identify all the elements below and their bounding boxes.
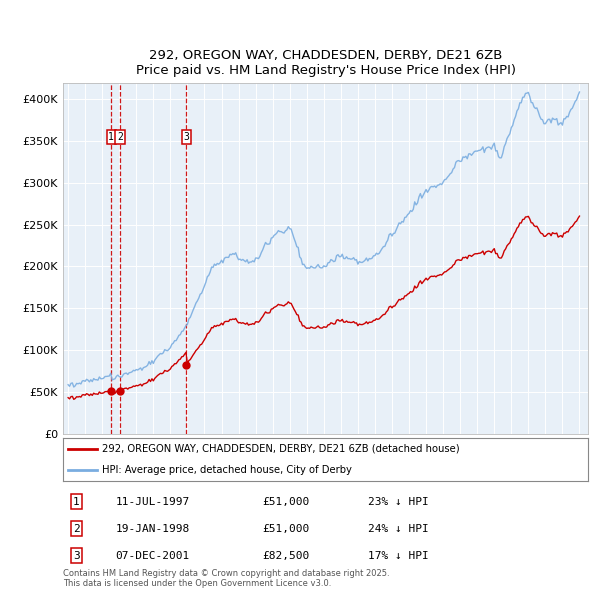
Text: 3: 3 bbox=[73, 550, 79, 560]
Text: 24% ↓ HPI: 24% ↓ HPI bbox=[367, 523, 428, 533]
Text: £82,500: £82,500 bbox=[263, 550, 310, 560]
Text: Contains HM Land Registry data © Crown copyright and database right 2025.
This d: Contains HM Land Registry data © Crown c… bbox=[63, 569, 389, 588]
Text: 1: 1 bbox=[73, 497, 79, 507]
Text: 07-DEC-2001: 07-DEC-2001 bbox=[115, 550, 190, 560]
Title: 292, OREGON WAY, CHADDESDEN, DERBY, DE21 6ZB
Price paid vs. HM Land Registry's H: 292, OREGON WAY, CHADDESDEN, DERBY, DE21… bbox=[136, 50, 515, 77]
Text: 11-JUL-1997: 11-JUL-1997 bbox=[115, 497, 190, 507]
Text: HPI: Average price, detached house, City of Derby: HPI: Average price, detached house, City… bbox=[103, 466, 352, 475]
Text: 3: 3 bbox=[184, 132, 189, 142]
Text: £51,000: £51,000 bbox=[263, 497, 310, 507]
Text: 2: 2 bbox=[73, 523, 79, 533]
Text: 1: 1 bbox=[109, 132, 114, 142]
Text: 23% ↓ HPI: 23% ↓ HPI bbox=[367, 497, 428, 507]
Text: 17% ↓ HPI: 17% ↓ HPI bbox=[367, 550, 428, 560]
Text: 19-JAN-1998: 19-JAN-1998 bbox=[115, 523, 190, 533]
Text: £51,000: £51,000 bbox=[263, 523, 310, 533]
Text: 2: 2 bbox=[117, 132, 123, 142]
Text: 292, OREGON WAY, CHADDESDEN, DERBY, DE21 6ZB (detached house): 292, OREGON WAY, CHADDESDEN, DERBY, DE21… bbox=[103, 444, 460, 454]
